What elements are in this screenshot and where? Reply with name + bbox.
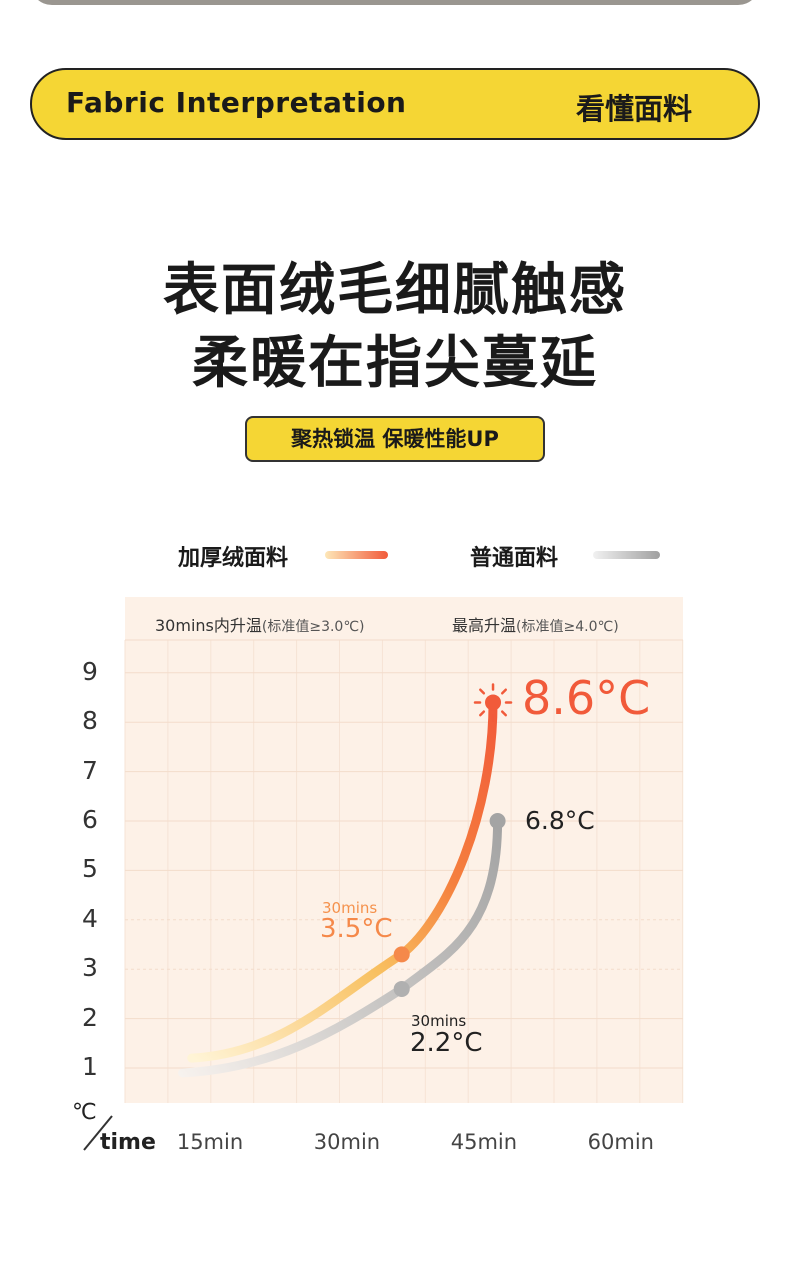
x-unit-label: time — [100, 1130, 156, 1155]
header-title-en: Fabric Interpretation — [66, 86, 407, 119]
note-max-main: 最高升温 — [452, 616, 517, 635]
point-max-normal — [489, 813, 506, 829]
legend-normal: 普通面料 — [470, 546, 559, 571]
annot-normal-30-value: 2.2°C — [410, 1028, 483, 1058]
point-30min-thick — [393, 946, 410, 963]
note-30min-main: 30mins内升温 — [155, 616, 262, 635]
y-tick-label: 8 — [82, 706, 98, 736]
sun-icon — [473, 683, 513, 722]
annot-thick-max: 8.6°C — [522, 671, 651, 725]
legend-thick-swatch — [325, 551, 388, 559]
product-photo-edge — [30, 0, 760, 5]
x-tick-label: 30min — [313, 1130, 381, 1154]
y-tick-label: 5 — [82, 854, 98, 884]
annot-normal-30-label: 30mins — [411, 1012, 467, 1030]
legend-thick: 加厚绒面料 — [178, 546, 289, 571]
y-tick-label: 2 — [82, 1002, 98, 1032]
annot-thick-30-value: 3.5°C — [320, 914, 393, 944]
note-30min: 30mins内升温(标准值≥3.0℃) — [155, 612, 365, 636]
headline-line-1: 表面绒毛细腻触感 — [163, 258, 627, 323]
header-title-cn: 看懂面料 — [575, 92, 692, 126]
legend-normal-swatch — [593, 551, 660, 559]
note-max-sub: (标准值≥4.0℃) — [516, 619, 619, 635]
x-tick-label: 15min — [176, 1130, 244, 1154]
y-tick-label: 3 — [82, 953, 98, 983]
annot-normal-max: 6.8°C — [525, 806, 595, 835]
note-max: 最高升温(标准值≥4.0℃) — [452, 612, 619, 636]
feature-badge: 聚热锁温 保暖性能UP — [245, 416, 545, 462]
section-header: Fabric Interpretation 看懂面料 — [30, 68, 760, 140]
y-tick-label: 9 — [82, 656, 98, 686]
y-tick-label: 6 — [82, 805, 98, 834]
headline-line-2: 柔暖在指尖蔓延 — [192, 331, 598, 396]
x-tick-label: 60min — [587, 1130, 654, 1154]
note-30min-sub: (标准值≥3.0℃) — [261, 619, 365, 635]
y-tick-label: 7 — [82, 755, 98, 785]
series-line-thick — [187, 697, 498, 1063]
y-unit-label: ℃ — [72, 1100, 97, 1125]
y-tick-label: 4 — [82, 903, 98, 933]
annot-thick-30-label: 30mins — [322, 899, 378, 917]
y-tick-label: 1 — [82, 1052, 98, 1081]
x-tick-label: 45min — [450, 1130, 518, 1154]
point-30min-normal — [393, 980, 410, 997]
